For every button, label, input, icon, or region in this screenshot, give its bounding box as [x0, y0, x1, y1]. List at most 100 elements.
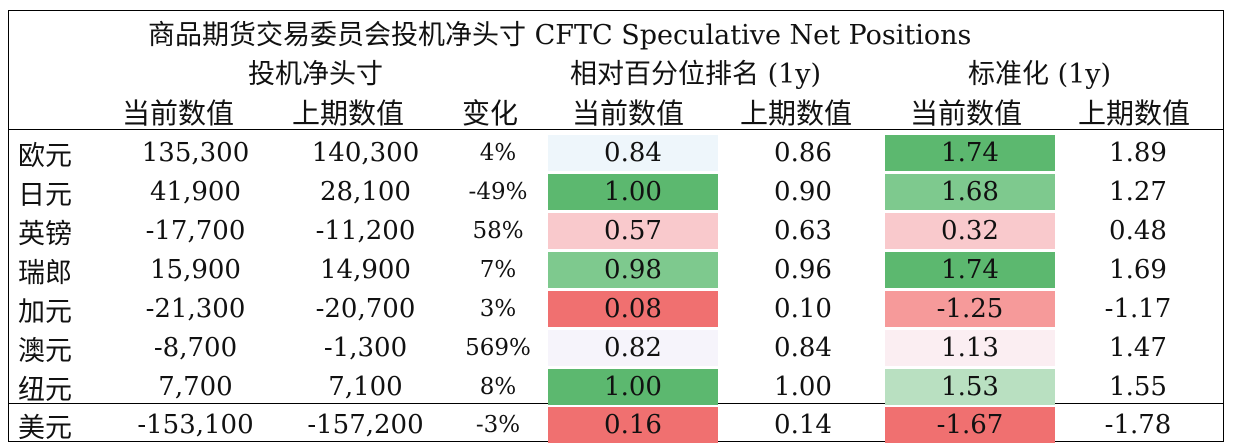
col-net-current: 当前数值 — [122, 97, 235, 130]
table-row: 纽元 7,700 7,100 8% 1.00 1.00 1.53 1.55 — [8, 368, 1224, 406]
currency-name: 日元 — [18, 179, 72, 211]
pct-current-highlight — [548, 174, 718, 210]
net-current-value: -153,100 — [137, 410, 254, 440]
std-current-highlight — [885, 174, 1055, 210]
change-value: 3% — [479, 296, 517, 322]
pct-previous-value: 0.96 — [774, 255, 832, 285]
net-current-value: 41,900 — [150, 177, 241, 207]
col-std-current: 当前数值 — [910, 97, 1023, 130]
table-row: 加元 -21,300 -20,700 3% 0.08 0.10 -1.25 -1.17 — [8, 290, 1224, 328]
net-current-value: -21,300 — [145, 294, 246, 324]
pct-previous-value: 0.63 — [774, 216, 832, 246]
currency-name: 瑞郎 — [18, 257, 72, 289]
std-current-highlight — [885, 135, 1055, 171]
net-previous-value: -157,200 — [307, 410, 424, 440]
pct-current-highlight — [548, 369, 718, 405]
col-pct-previous: 上期数值 — [740, 97, 853, 130]
pct-current-highlight — [548, 330, 718, 366]
net-current-value: -17,700 — [145, 216, 246, 246]
pct-previous-value: 0.86 — [774, 138, 832, 168]
std-current-value: 1.13 — [941, 333, 999, 363]
std-previous-value: -1.17 — [1104, 294, 1172, 324]
pct-current-highlight — [548, 135, 718, 171]
std-current-value: 0.32 — [941, 216, 999, 246]
std-current-value: -1.25 — [936, 294, 1004, 324]
std-current-value: -1.67 — [936, 410, 1004, 440]
std-current-value: 1.68 — [941, 177, 999, 207]
std-current-highlight — [885, 252, 1055, 288]
col-change: 变化 — [462, 97, 519, 130]
currency-name: 加元 — [18, 296, 72, 328]
currency-name: 澳元 — [18, 335, 72, 367]
std-previous-value: 1.47 — [1109, 333, 1167, 363]
change-value: -3% — [475, 412, 521, 438]
std-previous-value: 0.48 — [1109, 216, 1167, 246]
std-previous-value: 1.55 — [1109, 372, 1167, 402]
table-title: 商品期货交易委员会投机净头寸 CFTC Speculative Net Posi… — [148, 20, 972, 51]
pct-current-value: 1.00 — [604, 372, 662, 402]
change-value: -49% — [468, 179, 528, 205]
net-previous-value: 140,300 — [311, 138, 420, 168]
group-standardized: 标准化 (1y) — [968, 59, 1112, 90]
change-value: 58% — [472, 218, 524, 244]
pct-current-value: 0.98 — [604, 255, 662, 285]
pct-previous-value: 0.14 — [774, 410, 832, 440]
std-current-highlight — [885, 330, 1055, 366]
col-pct-current: 当前数值 — [572, 97, 685, 130]
pct-previous-value: 1.00 — [774, 372, 832, 402]
net-current-value: 15,900 — [150, 255, 241, 285]
pct-current-value: 0.57 — [604, 216, 662, 246]
pct-current-highlight — [548, 252, 718, 288]
group-percentile-rank: 相对百分位排名 (1y) — [570, 59, 822, 90]
change-value: 7% — [479, 257, 517, 283]
net-current-value: 7,700 — [158, 372, 233, 402]
std-current-value: 1.53 — [941, 372, 999, 402]
std-previous-value: 1.89 — [1109, 138, 1167, 168]
table-row: 欧元 135,300 140,300 4% 0.84 0.86 1.74 1.89 — [8, 134, 1224, 172]
net-current-value: 135,300 — [141, 138, 250, 168]
table-row: 英镑 -17,700 -11,200 58% 0.57 0.63 0.32 0.48 — [8, 212, 1224, 250]
pct-current-value: 0.08 — [604, 294, 662, 324]
pct-previous-value: 0.90 — [774, 177, 832, 207]
pct-current-value: 1.00 — [604, 177, 662, 207]
table-row: 日元 41,900 28,100 -49% 1.00 0.90 1.68 1.27 — [8, 173, 1224, 211]
std-current-highlight — [885, 369, 1055, 405]
net-previous-value: -11,200 — [315, 216, 416, 246]
pct-current-value: 0.84 — [604, 138, 662, 168]
std-current-value: 1.74 — [941, 138, 999, 168]
currency-name: 欧元 — [18, 140, 72, 172]
header-divider — [8, 129, 1224, 130]
table-row: 瑞郎 15,900 14,900 7% 0.98 0.96 1.74 1.69 — [8, 251, 1224, 289]
net-previous-value: 28,100 — [320, 177, 411, 207]
pct-current-highlight — [548, 213, 718, 249]
group-net-positions: 投机净头寸 — [248, 59, 383, 90]
pct-current-highlight — [548, 291, 718, 327]
std-current-value: 1.74 — [941, 255, 999, 285]
std-previous-value: 1.27 — [1109, 177, 1167, 207]
pct-current-value: 0.16 — [604, 410, 662, 440]
table-row: 美元 -153,100 -157,200 -3% 0.16 0.14 -1.67 -1.78 — [8, 406, 1224, 444]
change-value: 8% — [479, 374, 517, 400]
std-current-highlight — [885, 213, 1055, 249]
pct-current-value: 0.82 — [604, 333, 662, 363]
currency-name: 纽元 — [18, 374, 72, 406]
net-previous-value: -1,300 — [323, 333, 408, 363]
table-row: 澳元 -8,700 -1,300 569% 0.82 0.84 1.13 1.47 — [8, 329, 1224, 367]
pct-previous-value: 0.84 — [774, 333, 832, 363]
std-previous-value: 1.69 — [1109, 255, 1167, 285]
net-previous-value: -20,700 — [315, 294, 416, 324]
currency-name: 英镑 — [18, 218, 72, 250]
pct-previous-value: 0.10 — [774, 294, 832, 324]
change-value: 4% — [479, 140, 517, 166]
net-previous-value: 7,100 — [328, 372, 403, 402]
std-previous-value: -1.78 — [1104, 410, 1172, 440]
net-previous-value: 14,900 — [320, 255, 411, 285]
std-current-highlight — [885, 291, 1055, 327]
change-value: 569% — [465, 335, 531, 361]
std-current-highlight — [885, 407, 1055, 443]
col-std-previous: 上期数值 — [1078, 97, 1191, 130]
currency-name: 美元 — [18, 412, 72, 444]
pct-current-highlight — [548, 407, 718, 443]
net-current-value: -8,700 — [153, 333, 238, 363]
col-net-previous: 上期数值 — [292, 97, 405, 130]
